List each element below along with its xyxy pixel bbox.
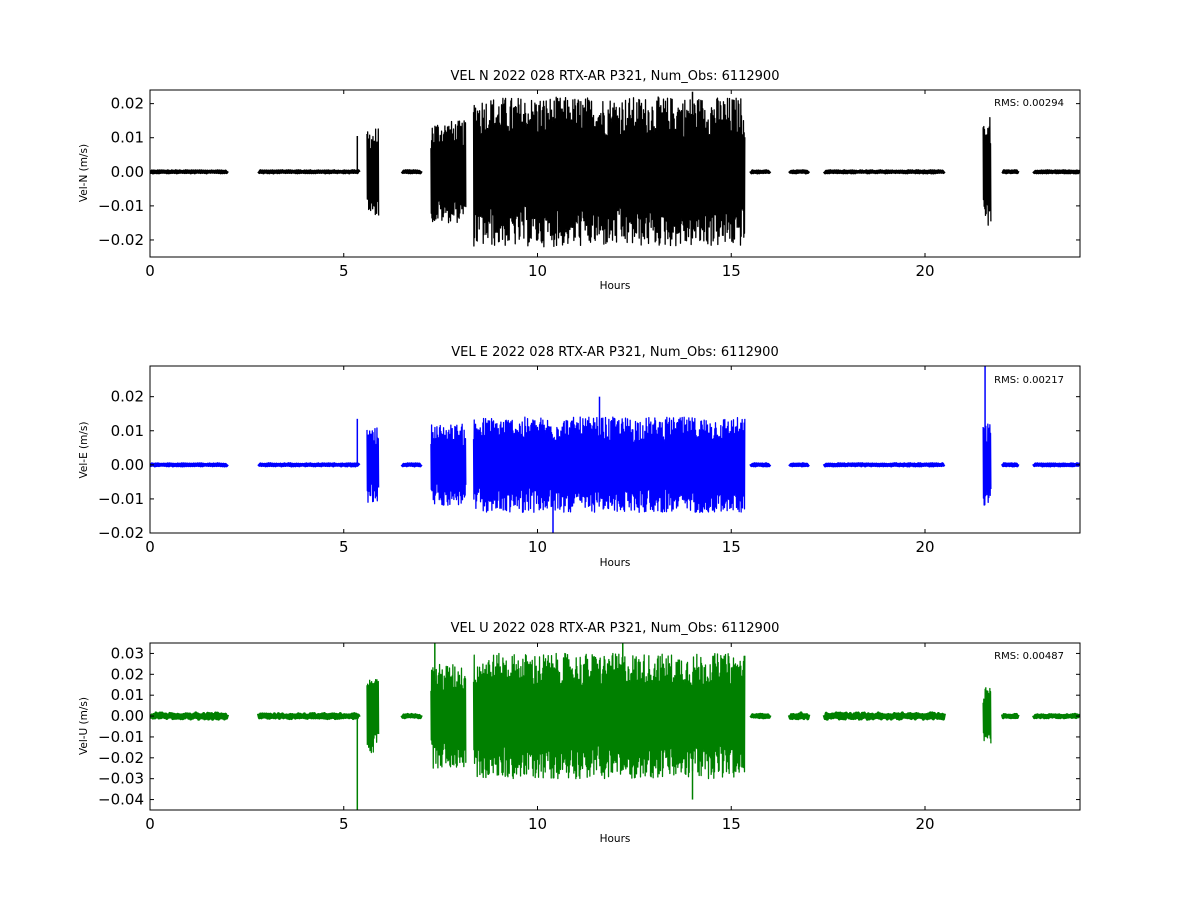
y-tick-label: −0.02 — [98, 231, 144, 249]
x-tick-label: 10 — [528, 262, 547, 280]
rms-label: RMS: 0.00487 — [994, 651, 1064, 662]
y-axis-label: Vel-U (m/s) — [78, 697, 90, 755]
series-segment — [430, 423, 467, 506]
y-tick-label: −0.02 — [98, 524, 144, 542]
x-tick-label: 0 — [145, 815, 155, 833]
series-segment — [150, 711, 230, 721]
series-group — [150, 643, 1080, 810]
x-tick-label: 20 — [915, 815, 934, 833]
series-segment — [982, 687, 992, 744]
x-tick-label: 10 — [528, 815, 547, 833]
y-tick-label: 0.00 — [111, 163, 144, 181]
x-tick-label: 15 — [722, 262, 741, 280]
x-tick-label: 5 — [339, 815, 349, 833]
series-segment — [430, 120, 467, 224]
x-tick-label: 0 — [145, 538, 155, 556]
y-tick-label: 0.01 — [111, 422, 144, 440]
x-tick-label: 15 — [722, 815, 741, 833]
x-axis-label: Hours — [600, 280, 631, 292]
y-tick-label: 0.00 — [111, 456, 144, 474]
series-segment — [472, 96, 746, 248]
y-tick-label: 0.02 — [111, 388, 144, 406]
rms-label: RMS: 0.00294 — [994, 98, 1064, 109]
series-segment — [366, 679, 380, 754]
series-segment — [472, 416, 746, 514]
y-axis-label: Vel-E (m/s) — [78, 422, 90, 479]
series-segment — [1001, 462, 1020, 468]
x-tick-label: 10 — [528, 538, 547, 556]
series-segment — [150, 462, 229, 468]
series-segment — [1001, 169, 1020, 175]
series-segment — [150, 169, 229, 175]
y-tick-label: −0.01 — [98, 197, 144, 215]
plot-frame — [149, 642, 1081, 811]
y-tick-label: 0.02 — [111, 665, 144, 683]
series-segment — [366, 427, 380, 503]
series-segment — [366, 128, 380, 216]
series-segment — [257, 169, 361, 175]
subplot-title: VEL E 2022 028 RTX-AR P321, Num_Obs: 611… — [451, 345, 778, 360]
x-axis-label: Hours — [600, 833, 631, 845]
y-tick-label: −0.03 — [98, 770, 144, 788]
series-segment — [400, 712, 423, 720]
y-tick-label: −0.01 — [98, 728, 144, 746]
series-segment — [1032, 169, 1080, 175]
series-segment — [822, 711, 946, 721]
series-segment — [822, 169, 946, 175]
subplot-title: VEL U 2022 028 RTX-AR P321, Num_Obs: 611… — [451, 621, 780, 636]
y-tick-label: 0.01 — [111, 129, 144, 147]
series-segment — [982, 116, 992, 226]
series-segment — [1032, 462, 1080, 468]
plot-frame — [149, 89, 1081, 258]
x-tick-label: 20 — [915, 538, 934, 556]
y-tick-label: 0.01 — [111, 686, 144, 704]
x-tick-label: 5 — [339, 262, 349, 280]
series-segment — [749, 169, 772, 175]
series-segment — [788, 169, 811, 175]
series-group — [150, 366, 1080, 533]
x-tick-label: 5 — [339, 538, 349, 556]
y-tick-label: 0.02 — [111, 95, 144, 113]
series-segment — [749, 712, 772, 720]
x-axis-label: Hours — [600, 557, 631, 569]
series-segment — [472, 652, 746, 780]
series-segment — [1000, 712, 1020, 720]
series-segment — [430, 663, 467, 769]
series-group — [150, 91, 1080, 248]
subplot-title: VEL N 2022 028 RTX-AR P321, Num_Obs: 611… — [451, 69, 780, 84]
series-segment — [787, 711, 811, 721]
series-segment — [400, 462, 423, 468]
x-tick-label: 15 — [722, 538, 741, 556]
series-segment — [822, 462, 946, 468]
y-tick-label: −0.01 — [98, 490, 144, 508]
series-segment — [257, 462, 361, 468]
y-axis-label: Vel-N (m/s) — [78, 144, 90, 202]
subplot-vel-n: VEL N 2022 028 RTX-AR P321, Num_Obs: 611… — [78, 69, 1081, 292]
series-segment — [256, 712, 361, 721]
subplot-vel-e: VEL E 2022 028 RTX-AR P321, Num_Obs: 611… — [78, 345, 1081, 569]
rms-label: RMS: 0.00217 — [994, 375, 1064, 386]
y-tick-label: −0.02 — [98, 749, 144, 767]
x-tick-label: 0 — [145, 262, 155, 280]
y-tick-label: −0.04 — [98, 791, 144, 809]
y-tick-label: 0.03 — [111, 644, 144, 662]
series-segment — [1032, 712, 1080, 720]
series-segment — [400, 169, 423, 175]
plot-frame — [149, 365, 1081, 534]
y-tick-label: 0.00 — [111, 707, 144, 725]
subplot-vel-u: VEL U 2022 028 RTX-AR P321, Num_Obs: 611… — [78, 621, 1081, 845]
series-segment — [749, 462, 772, 468]
series-segment — [788, 462, 810, 468]
x-tick-label: 20 — [915, 262, 934, 280]
